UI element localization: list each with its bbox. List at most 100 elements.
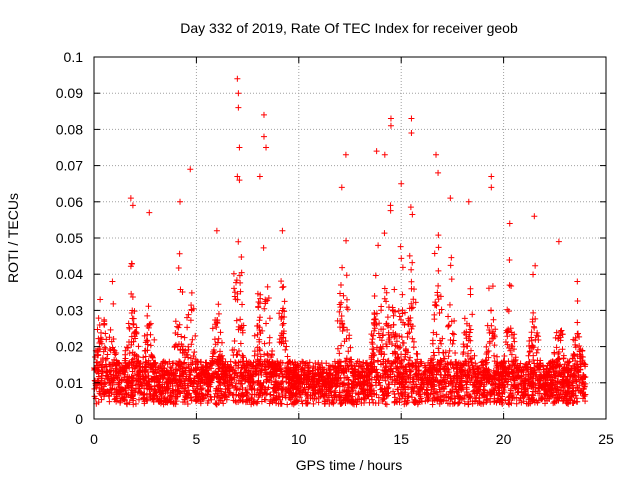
data-point	[502, 373, 509, 380]
data-point	[458, 396, 465, 403]
data-point	[506, 257, 513, 264]
data-point	[547, 381, 554, 388]
data-point	[342, 364, 349, 371]
data-point	[475, 386, 482, 393]
data-point	[209, 373, 216, 380]
data-point	[246, 397, 253, 404]
data-point	[217, 354, 224, 361]
data-point	[398, 180, 405, 187]
data-point	[213, 358, 220, 365]
data-point	[463, 328, 470, 335]
data-point	[280, 334, 287, 341]
data-point	[534, 346, 541, 353]
data-point	[560, 355, 567, 362]
data-point	[371, 391, 378, 398]
data-point	[478, 369, 485, 376]
y-tick-label: 0.08	[56, 121, 83, 137]
data-point	[113, 360, 120, 367]
data-point	[278, 278, 285, 285]
data-point	[104, 376, 111, 383]
data-point	[493, 353, 500, 360]
data-point	[529, 316, 536, 323]
data-point	[157, 389, 164, 396]
data-point	[337, 290, 344, 297]
data-point	[115, 390, 122, 397]
data-point	[309, 367, 316, 374]
data-point	[429, 337, 436, 344]
data-point	[544, 362, 551, 369]
data-point	[448, 276, 455, 283]
data-point	[494, 376, 501, 383]
data-point	[371, 367, 378, 374]
data-point	[391, 398, 398, 405]
data-point	[507, 347, 514, 354]
data-point	[340, 292, 347, 299]
data-point	[429, 356, 436, 363]
data-point	[388, 341, 395, 348]
data-point	[278, 338, 285, 345]
data-point	[460, 349, 467, 356]
data-point	[324, 372, 331, 379]
data-point	[94, 359, 101, 366]
data-point	[338, 342, 345, 349]
data-point	[157, 363, 164, 370]
data-point	[341, 338, 348, 345]
data-point	[260, 111, 267, 118]
data-point	[227, 358, 234, 365]
data-point	[256, 327, 263, 334]
data-point	[301, 377, 308, 384]
data-point	[413, 350, 420, 357]
data-point	[326, 384, 333, 391]
data-point	[467, 326, 474, 333]
data-point	[491, 332, 498, 339]
data-point	[185, 363, 192, 370]
data-point	[135, 343, 142, 350]
data-point	[126, 324, 133, 331]
data-point	[127, 195, 134, 202]
data-point	[204, 370, 211, 377]
data-point	[409, 360, 416, 367]
data-point	[415, 399, 422, 406]
data-point	[193, 367, 200, 374]
data-point	[212, 369, 219, 376]
data-point	[181, 377, 188, 384]
data-point	[226, 374, 233, 381]
data-point	[528, 329, 535, 336]
data-point	[262, 396, 269, 403]
data-point	[184, 395, 191, 402]
data-point	[292, 393, 299, 400]
data-point	[181, 334, 188, 341]
data-point	[344, 306, 351, 313]
data-point	[403, 378, 410, 385]
data-point	[491, 352, 498, 359]
data-point	[181, 388, 188, 395]
data-point	[437, 388, 444, 395]
data-point	[212, 400, 219, 407]
x-tick-label: 20	[496, 431, 512, 447]
data-point	[206, 375, 213, 382]
data-point	[446, 301, 453, 308]
data-point	[568, 367, 575, 374]
data-point	[529, 375, 536, 382]
data-point	[486, 340, 493, 347]
data-point	[415, 363, 422, 370]
data-point	[204, 399, 211, 406]
data-point	[385, 322, 392, 329]
data-point	[239, 352, 246, 359]
data-point	[99, 361, 106, 368]
data-point	[319, 369, 326, 376]
data-point	[347, 358, 354, 365]
data-point	[505, 399, 512, 406]
data-point	[167, 392, 174, 399]
data-point	[281, 298, 288, 305]
data-point	[429, 364, 436, 371]
data-point	[238, 392, 245, 399]
y-tick-label: 0.1	[64, 49, 84, 65]
data-point	[387, 207, 394, 214]
data-point	[287, 389, 294, 396]
data-point	[181, 399, 188, 406]
data-point	[445, 313, 452, 320]
data-point	[265, 295, 272, 302]
data-point	[174, 361, 181, 368]
data-point	[172, 390, 179, 397]
